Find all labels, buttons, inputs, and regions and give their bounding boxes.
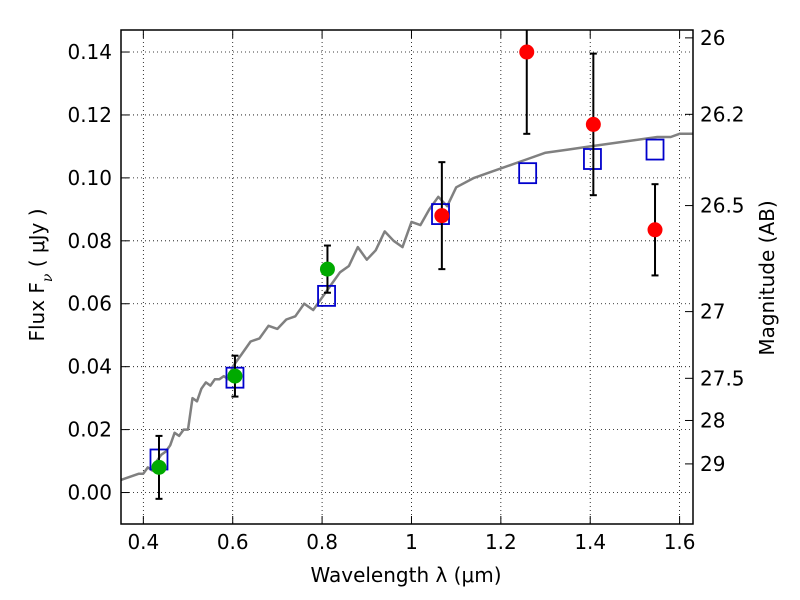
x-axis-label: Wavelength λ (μm) — [310, 563, 501, 587]
x-tick-label: 0.6 — [217, 530, 249, 554]
y2-tick-label: 27.5 — [700, 366, 745, 390]
x-tick-label: 0.8 — [306, 530, 338, 554]
x-tick-label: 1.6 — [664, 530, 696, 554]
y-tick-label: 0.12 — [67, 103, 112, 127]
grid-lines — [121, 30, 693, 524]
observed-flux-point — [151, 459, 167, 475]
y-tick-label: 0.04 — [67, 355, 112, 379]
y2-tick-label: 26.5 — [700, 194, 745, 218]
x-tick-label: 1.2 — [485, 530, 517, 554]
y2-axis-label: Magnitude (AB) — [755, 200, 779, 355]
observed-flux-point — [319, 261, 335, 277]
y2-tick-label: 28 — [700, 408, 725, 432]
y2-tick-label: 29 — [700, 452, 725, 476]
observed-flux-point — [647, 222, 663, 238]
x-tick-label: 0.4 — [127, 530, 159, 554]
data-points — [149, 30, 665, 500]
y2-tick-label: 27 — [700, 300, 725, 324]
y2-tick-label: 26.2 — [700, 102, 745, 126]
model-photometry-point — [518, 162, 538, 185]
y-tick-label: 0.02 — [67, 418, 112, 442]
y-tick-label: 0.08 — [67, 229, 112, 253]
observed-flux-point — [519, 44, 535, 60]
model-spectrum — [121, 132, 693, 482]
y-tick-label: 0.10 — [67, 166, 112, 190]
observed-flux-point — [227, 368, 243, 384]
y-tick-label: 0.14 — [67, 40, 112, 64]
y2-tick-label: 26 — [700, 26, 725, 50]
observed-flux-point — [434, 208, 450, 224]
y-tick-label: 0.00 — [67, 481, 112, 505]
axis-ticks — [121, 30, 693, 524]
observed-flux-point — [585, 116, 601, 132]
y-axis-label: Flux Fν ( μJy ) — [25, 208, 56, 341]
plot-frame — [120, 29, 694, 525]
model-photometry-point — [645, 138, 665, 161]
y-tick-label: 0.06 — [67, 292, 112, 316]
model-spectrum-line — [121, 132, 693, 482]
x-tick-label: 1 — [405, 530, 418, 554]
x-tick-label: 1.4 — [574, 530, 606, 554]
tick-labels: 0.4 0.6 0.8 1 1.2 1.4 1.6 0.00 0.02 0.04 0.06 0.08 0… — [67, 26, 744, 554]
